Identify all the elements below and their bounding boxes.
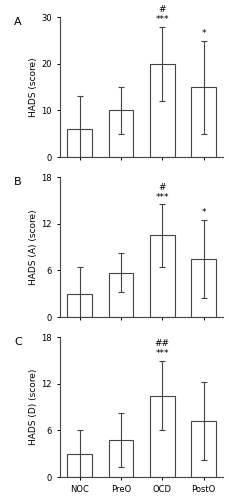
Text: *: *: [201, 208, 206, 217]
Text: B: B: [14, 177, 22, 187]
Text: #: #: [158, 183, 166, 192]
Bar: [67, 454, 92, 477]
Text: ***: ***: [155, 192, 169, 202]
Bar: [150, 236, 175, 317]
Bar: [109, 273, 133, 317]
Text: ***: ***: [155, 14, 169, 24]
Y-axis label: HADS (score): HADS (score): [29, 58, 38, 117]
Text: C: C: [14, 337, 22, 347]
Bar: [191, 87, 216, 157]
Bar: [67, 294, 92, 317]
Text: ***: ***: [155, 348, 169, 358]
Y-axis label: HADS (D) (score): HADS (D) (score): [29, 369, 38, 446]
Bar: [109, 440, 133, 477]
Bar: [191, 259, 216, 317]
Bar: [109, 110, 133, 157]
Text: #: #: [158, 5, 166, 14]
Text: ##: ##: [155, 339, 170, 348]
Bar: [191, 421, 216, 477]
Bar: [150, 396, 175, 477]
Bar: [67, 129, 92, 157]
Bar: [150, 64, 175, 157]
Text: A: A: [14, 17, 22, 27]
Y-axis label: HADS (A) (score): HADS (A) (score): [29, 210, 38, 285]
Text: *: *: [201, 28, 206, 38]
